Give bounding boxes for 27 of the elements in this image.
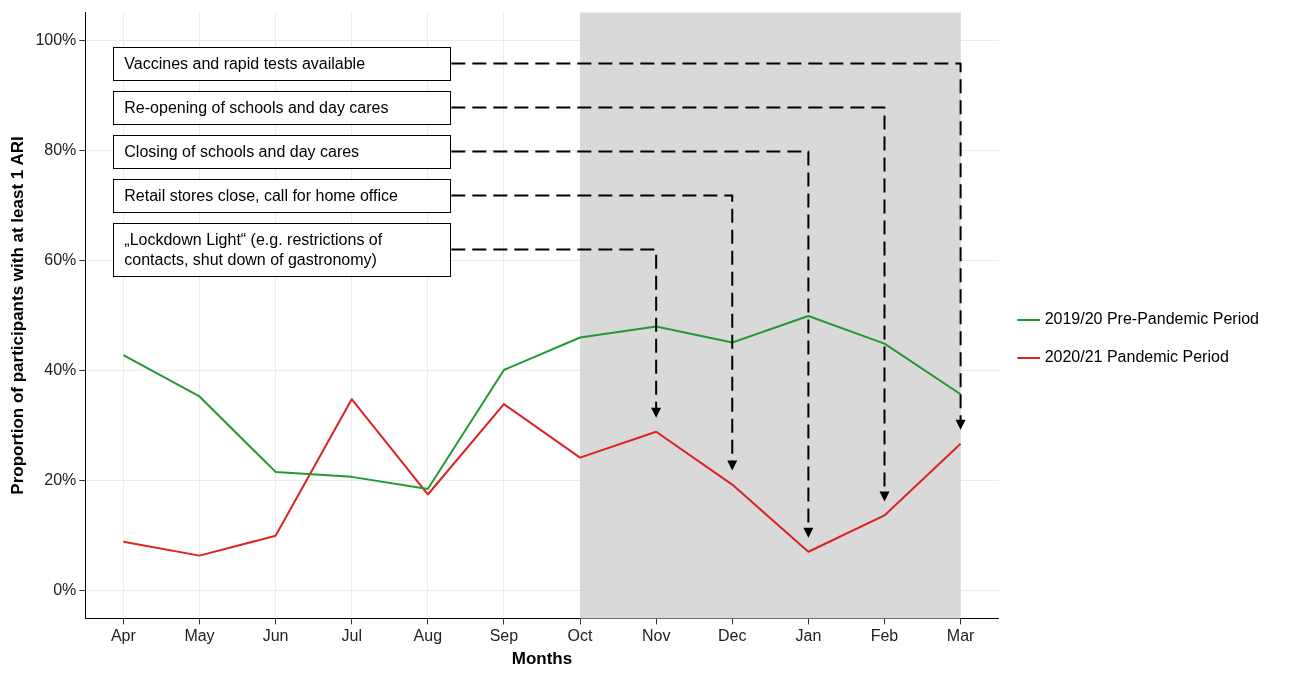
text-box: „Lockdown Light“ (e.g. restrictions of contacts, shut down of gastronomy) (113, 222, 452, 277)
x-tick-label: Feb (870, 627, 899, 645)
x-tick-label: Apr (110, 627, 137, 645)
x-tick-label: Oct (567, 627, 594, 645)
x-tick-label: Dec (718, 627, 747, 645)
x-tick-label: Nov (641, 627, 671, 645)
x-tick-label: May (184, 627, 215, 645)
text-box: Vaccines and rapid tests available (113, 46, 452, 81)
x-axis-title: Months (511, 649, 573, 669)
x-tick-label: Aug (413, 627, 443, 645)
x-tick-label: Jan (795, 627, 822, 645)
text-box: Closing of schools and day cares (113, 134, 452, 169)
text-box: Retail stores close, call for home office (113, 178, 452, 213)
y-tick-label: 20% (44, 471, 77, 489)
x-tick-label: Jun (262, 627, 289, 645)
y-tick-label: 60% (44, 250, 77, 268)
x-tick-label: Sep (489, 627, 519, 645)
text-box: Re-opening of schools and day cares (113, 90, 452, 125)
x-tick-label: Jul (341, 627, 362, 645)
y-tick-label: 100% (35, 30, 77, 48)
y-tick-label: 80% (44, 140, 77, 158)
x-tick-label: Mar (946, 627, 976, 645)
legend-label: 2019/20 Pre-Pandemic Period (1044, 310, 1260, 328)
legend-label: 2020/21 Pandemic Period (1044, 348, 1229, 366)
y-axis-title: Proportion of participants with at least 1 ARI (7, 136, 27, 495)
y-tick-label: 40% (44, 360, 77, 378)
y-tick-label: 0% (53, 581, 77, 599)
